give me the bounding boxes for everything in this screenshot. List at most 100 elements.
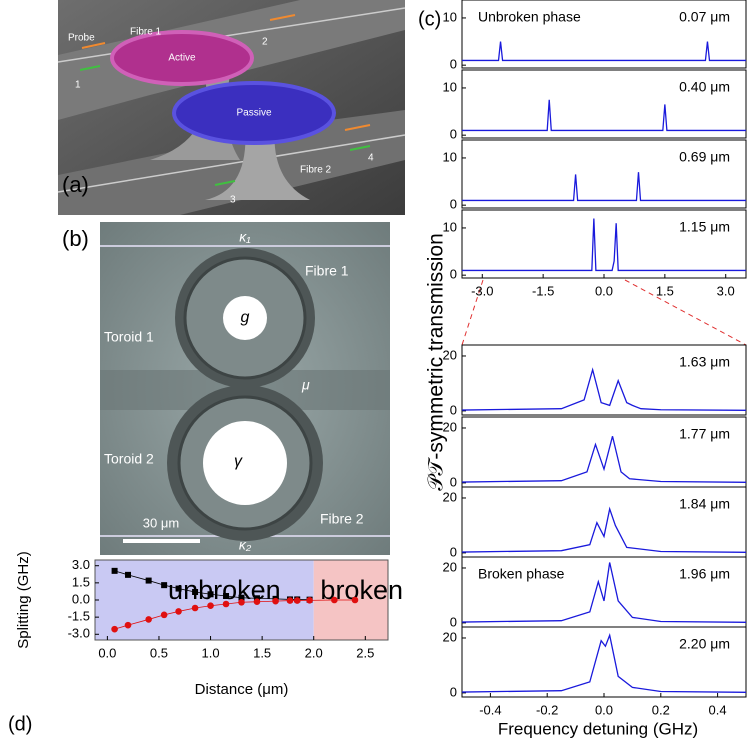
zoom-line xyxy=(624,279,747,346)
y-tick-label: -1.5 xyxy=(68,609,90,624)
point xyxy=(175,608,182,615)
x-tick-label: 0.0 xyxy=(98,645,116,660)
point xyxy=(351,596,359,604)
y-tick-label: 3.0 xyxy=(72,557,90,572)
point xyxy=(306,597,313,604)
plot-frame xyxy=(461,0,747,69)
y-tick-label: 0 xyxy=(450,402,457,417)
label: Fibre 1 xyxy=(130,27,162,38)
spectrum xyxy=(462,218,746,272)
toroid-passive xyxy=(172,81,336,145)
annotation: 1.96 μm xyxy=(679,566,730,582)
point xyxy=(145,616,152,623)
panel-a: Probe Fibre 1 1 2 Active Passive Fibre 2… xyxy=(57,0,406,215)
annotation: 1.63 μm xyxy=(679,354,730,370)
y-tick-label: 10 xyxy=(443,79,457,94)
y-tick-label: 10 xyxy=(443,219,457,234)
zoom-line xyxy=(461,279,484,346)
x-tick-label: 0.5 xyxy=(150,645,168,660)
plot-frame xyxy=(461,626,747,698)
panel-label: (a) xyxy=(62,172,89,197)
arrow xyxy=(81,42,106,49)
point xyxy=(125,571,132,578)
point xyxy=(222,600,230,608)
arrow xyxy=(214,180,236,186)
point xyxy=(207,591,214,598)
annotation: 0.40 μm xyxy=(679,79,730,95)
point xyxy=(160,611,168,619)
x-tick-label: -0.2 xyxy=(536,702,558,717)
y-tick-label: 0.0 xyxy=(72,591,90,606)
y-tick-label: 10 xyxy=(443,149,457,164)
label: κ₁ xyxy=(239,229,251,245)
annotation: 0.07 μm xyxy=(679,9,730,25)
arrow xyxy=(349,145,371,151)
point xyxy=(111,625,118,633)
panel-label: (b) xyxy=(62,226,89,251)
y-tick-label: 20 xyxy=(443,559,457,574)
phase-label: Broken phase xyxy=(478,566,565,582)
toroid-core xyxy=(223,296,267,340)
label: 1 xyxy=(75,80,81,91)
x-tick-label: 0.2 xyxy=(652,702,670,717)
arrow xyxy=(344,124,371,131)
point xyxy=(161,582,168,589)
label: Probe xyxy=(68,33,95,44)
slab xyxy=(58,110,405,215)
toroid-core xyxy=(203,421,287,505)
x-tick-label: 0.0 xyxy=(595,702,613,717)
point xyxy=(253,595,260,602)
y-tick-label: 20 xyxy=(443,629,457,644)
label: Fibre 1 xyxy=(305,263,349,279)
annotation: 0.69 μm xyxy=(679,149,730,165)
x-tick-label: 0.4 xyxy=(709,702,727,717)
x-tick-label: 1.5 xyxy=(253,645,271,660)
point xyxy=(238,598,245,606)
label: Toroid 2 xyxy=(104,451,154,467)
y-tick-label: 20 xyxy=(443,489,457,504)
label: 30 μm xyxy=(143,515,179,530)
arrow xyxy=(79,65,101,71)
x-tick-label: 2.5 xyxy=(356,645,374,660)
plot-frame xyxy=(461,486,747,558)
label: μ xyxy=(301,377,310,393)
series-line xyxy=(114,599,355,630)
plot-frame xyxy=(461,416,747,488)
y-tick-label: 0 xyxy=(450,197,457,212)
pedestal xyxy=(205,125,310,200)
y-tick-label: 0 xyxy=(450,267,457,282)
x-axis-label: Distance (μm) xyxy=(195,681,289,698)
y-tick-label: 10 xyxy=(443,9,457,24)
y-tick-label: 20 xyxy=(443,347,457,362)
spectrum xyxy=(461,436,747,483)
label: Passive xyxy=(236,108,271,119)
plot-frame xyxy=(461,139,747,209)
y-tick-label: 1.5 xyxy=(72,574,90,589)
phase-label: Unbroken phase xyxy=(478,9,581,25)
y-tick-label: 0 xyxy=(450,544,457,559)
y-tick-label: 0 xyxy=(450,474,457,489)
point xyxy=(124,621,132,629)
point xyxy=(238,594,245,601)
point xyxy=(145,577,152,584)
spectrum xyxy=(461,367,747,411)
plot-frame xyxy=(461,69,747,139)
label: Active xyxy=(168,53,196,64)
x-tick-label: 1.5 xyxy=(656,283,674,298)
y-axis-label: 𝒫𝒯-symmetric transmission xyxy=(425,233,448,491)
point xyxy=(207,602,214,610)
annotation: 2.20 μm xyxy=(679,636,730,652)
label: γ xyxy=(234,453,243,470)
spectrum xyxy=(461,506,747,553)
label: Fibre 2 xyxy=(320,511,364,527)
point xyxy=(286,597,294,604)
x-tick-label: -0.4 xyxy=(479,702,501,717)
point xyxy=(331,596,338,604)
x-tick-label: 1.0 xyxy=(202,645,220,660)
label: 2 xyxy=(262,37,268,48)
x-tick-label: -3.0 xyxy=(471,283,493,298)
annotation: 1.84 μm xyxy=(679,496,730,512)
label: Toroid 1 xyxy=(104,329,154,345)
panel-label: (c) xyxy=(418,8,441,30)
